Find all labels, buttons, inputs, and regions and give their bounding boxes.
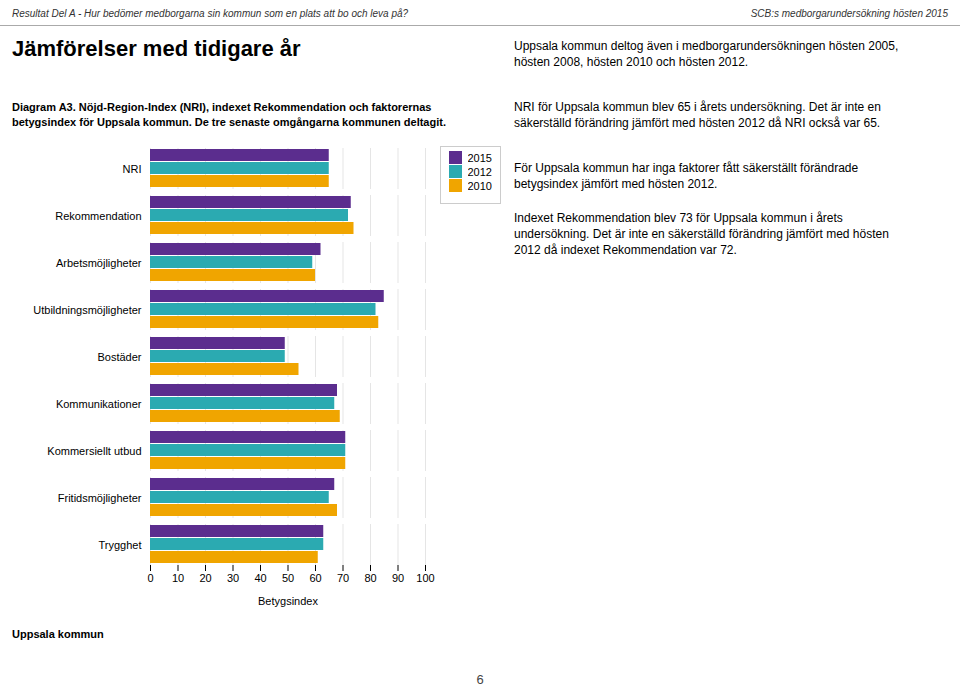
svg-text:20: 20 bbox=[199, 572, 211, 584]
html-text:Jämförelser med tidigare år: Jämförelser med tidigare år bbox=[12, 36, 301, 61]
svg-text:Fritidsmöjligheter: Fritidsmöjligheter bbox=[58, 492, 142, 504]
html-text:Uppsala kommun: Uppsala kommun bbox=[12, 628, 104, 640]
html-text:2015: 2015 bbox=[467, 151, 492, 164]
svg-text:Kommunikationer: Kommunikationer bbox=[56, 398, 142, 410]
svg-text:Kommersiellt utbud: Kommersiellt utbud bbox=[47, 445, 141, 457]
html-text:Diagram A3. Nöjd-Region-Index: Diagram A3. Nöjd-Region-Index (NRI), ind… bbox=[12, 101, 446, 128]
svg-text:Arbetsmöjligheter: Arbetsmöjligheter bbox=[56, 257, 142, 269]
svg-text:Betygsindex: Betygsindex bbox=[258, 595, 318, 607]
html-text:2012: 2012 bbox=[467, 165, 492, 178]
svg-text:10: 10 bbox=[172, 572, 184, 584]
html-text:SCB:s medborgarundersökning hö: SCB:s medborgarundersökning hösten 2015 bbox=[750, 8, 948, 19]
svg-text:Rekommendation: Rekommendation bbox=[55, 210, 141, 222]
html-text:6: 6 bbox=[476, 672, 484, 687]
svg-text:100: 100 bbox=[416, 572, 434, 584]
svg-text:60: 60 bbox=[309, 572, 321, 584]
html-text:För Uppsala kommun har inga fa: För Uppsala kommun har inga faktorer fåt… bbox=[514, 161, 859, 192]
html-text:2010: 2010 bbox=[467, 179, 492, 192]
html-text:Uppsala kommun deltog även i m: Uppsala kommun deltog även i medborgarun… bbox=[514, 39, 899, 70]
svg-text:Trygghet: Trygghet bbox=[98, 539, 141, 551]
svg-text:0: 0 bbox=[147, 572, 153, 584]
svg-text:30: 30 bbox=[227, 572, 239, 584]
svg-text:Bostäder: Bostäder bbox=[97, 351, 141, 363]
html-text:Resultat Del A - Hur bedömer m: Resultat Del A - Hur bedömer medborgarna… bbox=[12, 8, 409, 19]
svg-text:NRI: NRI bbox=[123, 163, 142, 175]
svg-text:50: 50 bbox=[282, 572, 294, 584]
svg-text:70: 70 bbox=[337, 572, 349, 584]
svg-text:40: 40 bbox=[254, 572, 266, 584]
svg-text:80: 80 bbox=[364, 572, 376, 584]
svg-text:Utbildningsmöjligheter: Utbildningsmöjligheter bbox=[33, 304, 142, 316]
html-text:Indexet Rekommendation blev 73: Indexet Rekommendation blev 73 för Uppsa… bbox=[514, 211, 889, 258]
html-text:NRI för Uppsala kommun blev 65: NRI för Uppsala kommun blev 65 i årets u… bbox=[514, 100, 881, 131]
svg-text:90: 90 bbox=[392, 572, 404, 584]
